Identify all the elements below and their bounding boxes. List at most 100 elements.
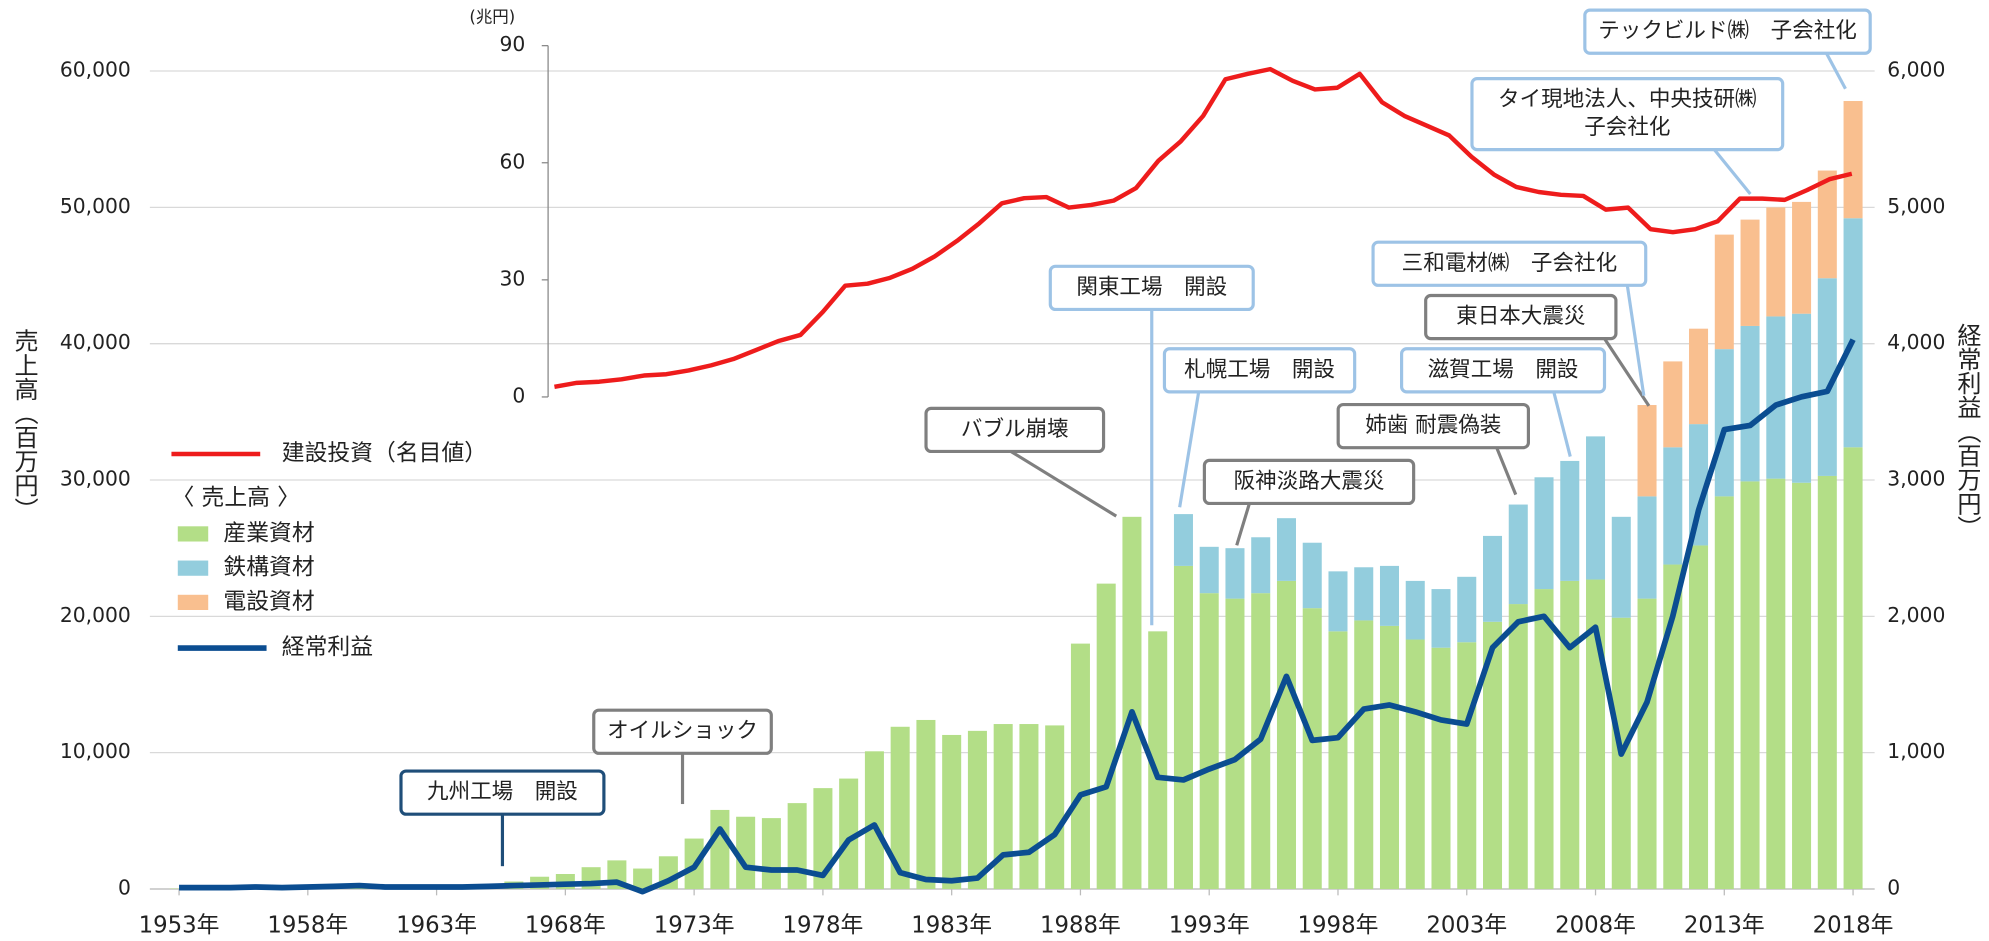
- annotation-text: 子会社化: [1584, 115, 1670, 140]
- bar-segment: [1689, 424, 1709, 546]
- bar-segment: [1586, 436, 1606, 580]
- bar-segment: [1843, 218, 1863, 448]
- bar-segment: [1354, 567, 1374, 621]
- bar-segment: [1302, 542, 1322, 609]
- bar-segment: [1637, 405, 1657, 497]
- y-tick-label: 10,000: [60, 739, 131, 763]
- bar-segment: [1379, 565, 1400, 626]
- y2-tick-label: 5,000: [1887, 194, 1945, 218]
- y2-tick-label: 6,000: [1887, 58, 1945, 82]
- x-tick-label: 1998年: [1298, 912, 1379, 938]
- y-tick-label: 50,000: [60, 194, 131, 218]
- annotation-box: [1583, 8, 1872, 55]
- annotation-box: [1400, 347, 1607, 394]
- bar-segment: [1740, 219, 1760, 326]
- bar-segment: [1843, 447, 1863, 890]
- bar-segment: [1792, 482, 1812, 890]
- annotation-text: オイルショック: [607, 719, 758, 744]
- bar-segment: [1328, 631, 1348, 890]
- annotation-box: [1336, 402, 1530, 450]
- bar-segment: [1534, 477, 1554, 590]
- y2-tick-label: 2,000: [1887, 603, 1945, 627]
- legend-label: 電設資材: [223, 589, 314, 615]
- bar-segment: [1560, 460, 1580, 581]
- x-tick-label: 1978年: [782, 912, 863, 938]
- bar-segment: [993, 724, 1013, 890]
- bar-segment: [1173, 514, 1193, 566]
- bar-segment: [813, 788, 833, 890]
- bar-segment: [736, 816, 756, 890]
- legend-label: 経常利益: [282, 635, 373, 661]
- bar-segment: [1843, 101, 1863, 219]
- bar-segment: [1663, 564, 1683, 890]
- bar-segment: [1817, 475, 1837, 890]
- bar-segment: [916, 719, 936, 890]
- x-tick-label: 1963年: [396, 912, 477, 938]
- legend-label: 産業資材: [223, 520, 314, 546]
- bar-segment: [1276, 580, 1296, 890]
- annotation-text: 東日本大震災: [1456, 304, 1585, 329]
- bar-segment: [942, 734, 962, 890]
- legend-swatch: [177, 594, 209, 611]
- bar-segment: [890, 726, 910, 890]
- bar-segment: [1560, 580, 1580, 890]
- bar-segment: [1766, 316, 1786, 479]
- x-tick-label: 1958年: [267, 912, 348, 938]
- bar-segment: [1148, 631, 1168, 890]
- annotation-leader: [1235, 503, 1251, 546]
- y-tick-label: 30,000: [60, 467, 131, 491]
- bar-segment: [1689, 328, 1709, 425]
- x-tick-label: 2018年: [1813, 912, 1894, 938]
- annotation-text: 滋賀工場 開設: [1428, 357, 1579, 382]
- annotation-text: 三和電材㈱ 子会社化: [1402, 251, 1617, 276]
- bar-segment: [1302, 608, 1322, 890]
- line-series: [554, 66, 1853, 389]
- annotation-text: 九州工場 開設: [427, 780, 578, 805]
- annotation-leader: [1711, 146, 1752, 196]
- bar-segment: [1173, 565, 1193, 890]
- y-tick-label: 40,000: [60, 330, 131, 354]
- bar-segment: [1225, 598, 1245, 890]
- legend-swatch: [177, 560, 209, 576]
- bar-segment: [1482, 621, 1503, 890]
- y-tick-label: 60,000: [60, 58, 131, 82]
- legend-label: 建設投資（名目値）: [282, 441, 487, 467]
- annotation-box: [1371, 240, 1648, 287]
- bar-segment: [1740, 325, 1760, 482]
- bar-segment: [1379, 625, 1400, 890]
- bar-segment: [1225, 548, 1245, 599]
- legend-label: 鉄構資材: [223, 555, 314, 581]
- annotation-box: [1162, 347, 1357, 394]
- bar-segment: [1019, 724, 1039, 890]
- legend-swatch: [177, 526, 209, 542]
- bar-segment: [1508, 504, 1528, 605]
- y2-tick-label: 1,000: [1887, 739, 1945, 763]
- bar-segment: [1714, 496, 1734, 890]
- x-tick-label: 1973年: [654, 912, 735, 938]
- bar-segment: [1070, 643, 1090, 890]
- bar-segment: [1251, 537, 1271, 594]
- y2-tick-label: 0: [1887, 876, 1900, 900]
- bar-segment: [633, 868, 653, 890]
- annotation-box: [1048, 264, 1255, 312]
- bar-segment: [1792, 201, 1812, 314]
- bar-segment: [1663, 361, 1683, 448]
- bar-segment: [761, 818, 781, 890]
- bar-segment: [1611, 516, 1631, 618]
- x-tick-label: 1993年: [1169, 912, 1250, 938]
- y-tick-label: 0: [118, 876, 131, 900]
- x-tick-label: 1983年: [911, 912, 992, 938]
- bar-segment: [1637, 496, 1657, 599]
- annotation-text: 阪神淡路大震災: [1234, 469, 1385, 494]
- x-tick-label: 1988年: [1040, 912, 1121, 938]
- annotation-leader: [1603, 337, 1651, 407]
- annotation-box: [924, 406, 1106, 454]
- bar-segment: [1663, 447, 1683, 565]
- annotation-text: バブル崩壊: [961, 417, 1069, 442]
- x-tick-label: 2008年: [1555, 912, 1636, 938]
- bar-segment: [1534, 589, 1554, 890]
- bar-segment: [1199, 546, 1219, 594]
- bar-segment: [864, 751, 884, 890]
- bar-segment: [1405, 580, 1425, 640]
- annotation-leader: [1010, 450, 1118, 518]
